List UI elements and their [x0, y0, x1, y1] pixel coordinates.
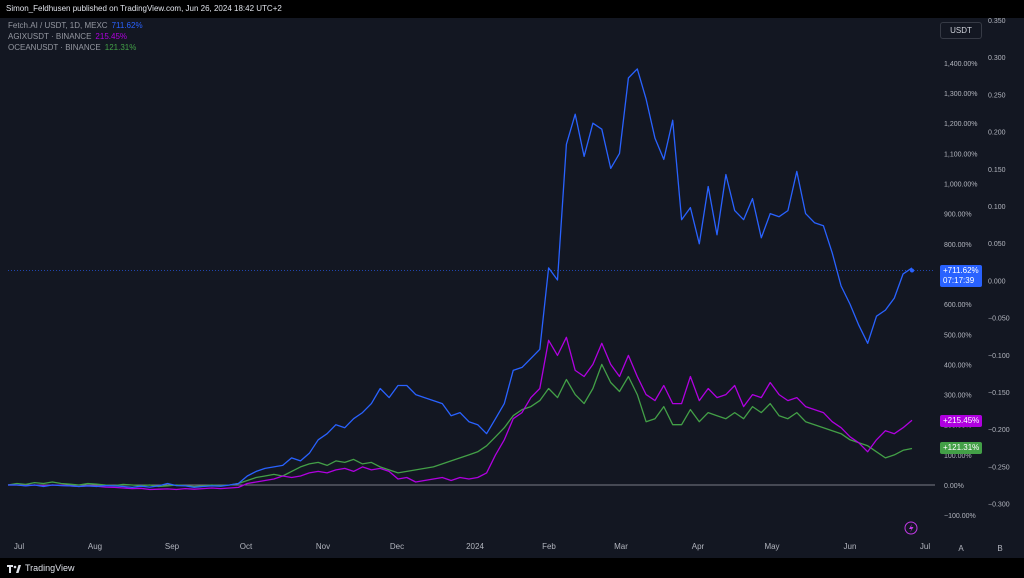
y-tick-secondary-label: 0.300	[988, 55, 1006, 62]
legend-ocean-value: 121.31%	[104, 43, 137, 52]
y-tick-secondary-label: 0.250	[988, 92, 1006, 99]
y-tick-pct-label: 1,200.00%	[944, 121, 977, 128]
legend-item-agix[interactable]: AGIXUSDT · BINANCE 215.45%	[8, 31, 143, 42]
y-tick-pct-label: 900.00%	[944, 212, 972, 219]
x-tick-label: Dec	[390, 542, 404, 551]
y-tick-secondary-label: 0.200	[988, 130, 1006, 137]
x-tick-label: May	[764, 542, 779, 551]
fet-price-badge: +711.62% 07:17:39	[940, 265, 982, 287]
series-line-ocean[interactable]	[7, 363, 913, 488]
y-tick-pct-label: 800.00%	[944, 242, 972, 249]
y-tick-pct-label: 100.00%	[944, 453, 972, 460]
fet-badge-countdown: 07:17:39	[943, 276, 975, 285]
x-tick-label: Feb	[542, 542, 556, 551]
series-line-fet[interactable]	[8, 68, 913, 489]
x-tick-label: Mar	[614, 542, 628, 551]
x-tick-label: Apr	[692, 542, 705, 551]
x-tick-label: 2024	[466, 542, 484, 551]
published-header: Simon_Feldhusen published on TradingView…	[0, 0, 1024, 18]
x-tick-label: Oct	[240, 542, 253, 551]
y-tick-pct-label: 1,100.00%	[944, 151, 977, 158]
tradingview-logo-icon	[7, 564, 21, 573]
y-tick-pct-label: 0.00%	[944, 483, 964, 490]
y-tick-pct-label: 600.00%	[944, 302, 972, 309]
x-tick-label: Aug	[88, 542, 102, 551]
y-tick-pct-label: −100.00%	[944, 513, 976, 520]
currency-button[interactable]: USDT	[940, 22, 982, 39]
auto-scale-button[interactable]: A	[958, 544, 964, 553]
y-tick-secondary-label: −0.300	[988, 502, 1010, 509]
legend-agix-name: AGIXUSDT · BINANCE	[8, 32, 92, 41]
y-tick-pct-label: 300.00%	[944, 393, 972, 400]
y-tick-pct-label: 1,000.00%	[944, 182, 977, 189]
x-tick-label: Jun	[844, 542, 857, 551]
y-tick-secondary-label: 0.100	[988, 204, 1006, 211]
log-scale-button[interactable]: B	[997, 544, 1003, 553]
footer-brand: TradingView	[25, 563, 75, 573]
ocean-price-badge: +121.31%	[940, 442, 983, 454]
published-text: Simon_Feldhusen published on TradingView…	[6, 4, 282, 13]
chart-legend: Fetch.AI / USDT, 1D, MEXC 711.62% AGIXUSD…	[8, 20, 143, 53]
legend-agix-value: 215.45%	[95, 32, 128, 41]
lightning-bolt	[909, 524, 914, 533]
lightning-icon[interactable]	[904, 521, 918, 535]
footer-bar: TradingView	[0, 558, 1024, 578]
legend-item-fet[interactable]: Fetch.AI / USDT, 1D, MEXC 711.62%	[8, 20, 143, 31]
y-tick-pct-label: 1,400.00%	[944, 61, 977, 68]
y-tick-secondary-label: −0.100	[988, 353, 1010, 360]
y-tick-secondary-label: −0.200	[988, 427, 1010, 434]
y-tick-secondary-label: 0.000	[988, 278, 1006, 285]
y-tick-secondary-label: −0.150	[988, 390, 1010, 397]
chart-svg[interactable]: 1,400.00% 1,300.00% 1,200.00% 1,100.00% 1,00…	[0, 18, 1024, 558]
legend-item-ocean[interactable]: OCEANUSDT · BINANCE 121.31%	[8, 42, 143, 53]
x-tick-label: Sep	[165, 542, 180, 551]
y-tick-pct-label: 500.00%	[944, 332, 972, 339]
y-tick-secondary-label: 0.150	[988, 167, 1006, 174]
y-tick-secondary-label: 0.350	[988, 18, 1006, 25]
y-tick-pct-label: 400.00%	[944, 362, 972, 369]
legend-fet-name: Fetch.AI / USDT, 1D, MEXC	[8, 21, 108, 30]
legend-ocean-name: OCEANUSDT · BINANCE	[8, 43, 101, 52]
fet-badge-value: +711.62%	[943, 266, 979, 275]
chart-panel[interactable]: 1,400.00% 1,300.00% 1,200.00% 1,100.00% 1,00…	[0, 18, 1024, 558]
agix-price-badge: +215.45%	[940, 415, 983, 427]
y-tick-secondary-label: −0.250	[988, 464, 1010, 471]
y-tick-pct-label: 1,300.00%	[944, 91, 977, 98]
y-tick-secondary-label: 0.050	[988, 241, 1006, 248]
legend-fet-value: 711.62%	[111, 21, 143, 30]
x-tick-label: Nov	[316, 542, 330, 551]
x-tick-label: Jul	[14, 542, 24, 551]
y-tick-secondary-label: −0.050	[988, 316, 1010, 323]
series-line-agix[interactable]	[8, 336, 913, 491]
fet-last-point	[910, 268, 914, 273]
x-tick-label: Jul	[920, 542, 930, 551]
